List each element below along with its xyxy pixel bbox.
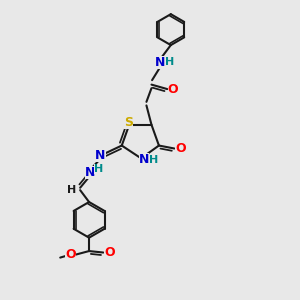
Text: O: O — [104, 246, 115, 259]
Text: O: O — [65, 248, 76, 260]
Text: N: N — [139, 153, 149, 166]
Text: N: N — [155, 56, 166, 69]
Text: S: S — [124, 116, 133, 129]
Text: O: O — [175, 142, 186, 155]
Text: H: H — [149, 155, 158, 165]
Text: H: H — [94, 164, 104, 174]
Text: N: N — [85, 166, 96, 179]
Text: N: N — [95, 149, 106, 162]
Text: O: O — [168, 82, 178, 96]
Text: H: H — [165, 57, 175, 67]
Text: H: H — [67, 184, 76, 194]
